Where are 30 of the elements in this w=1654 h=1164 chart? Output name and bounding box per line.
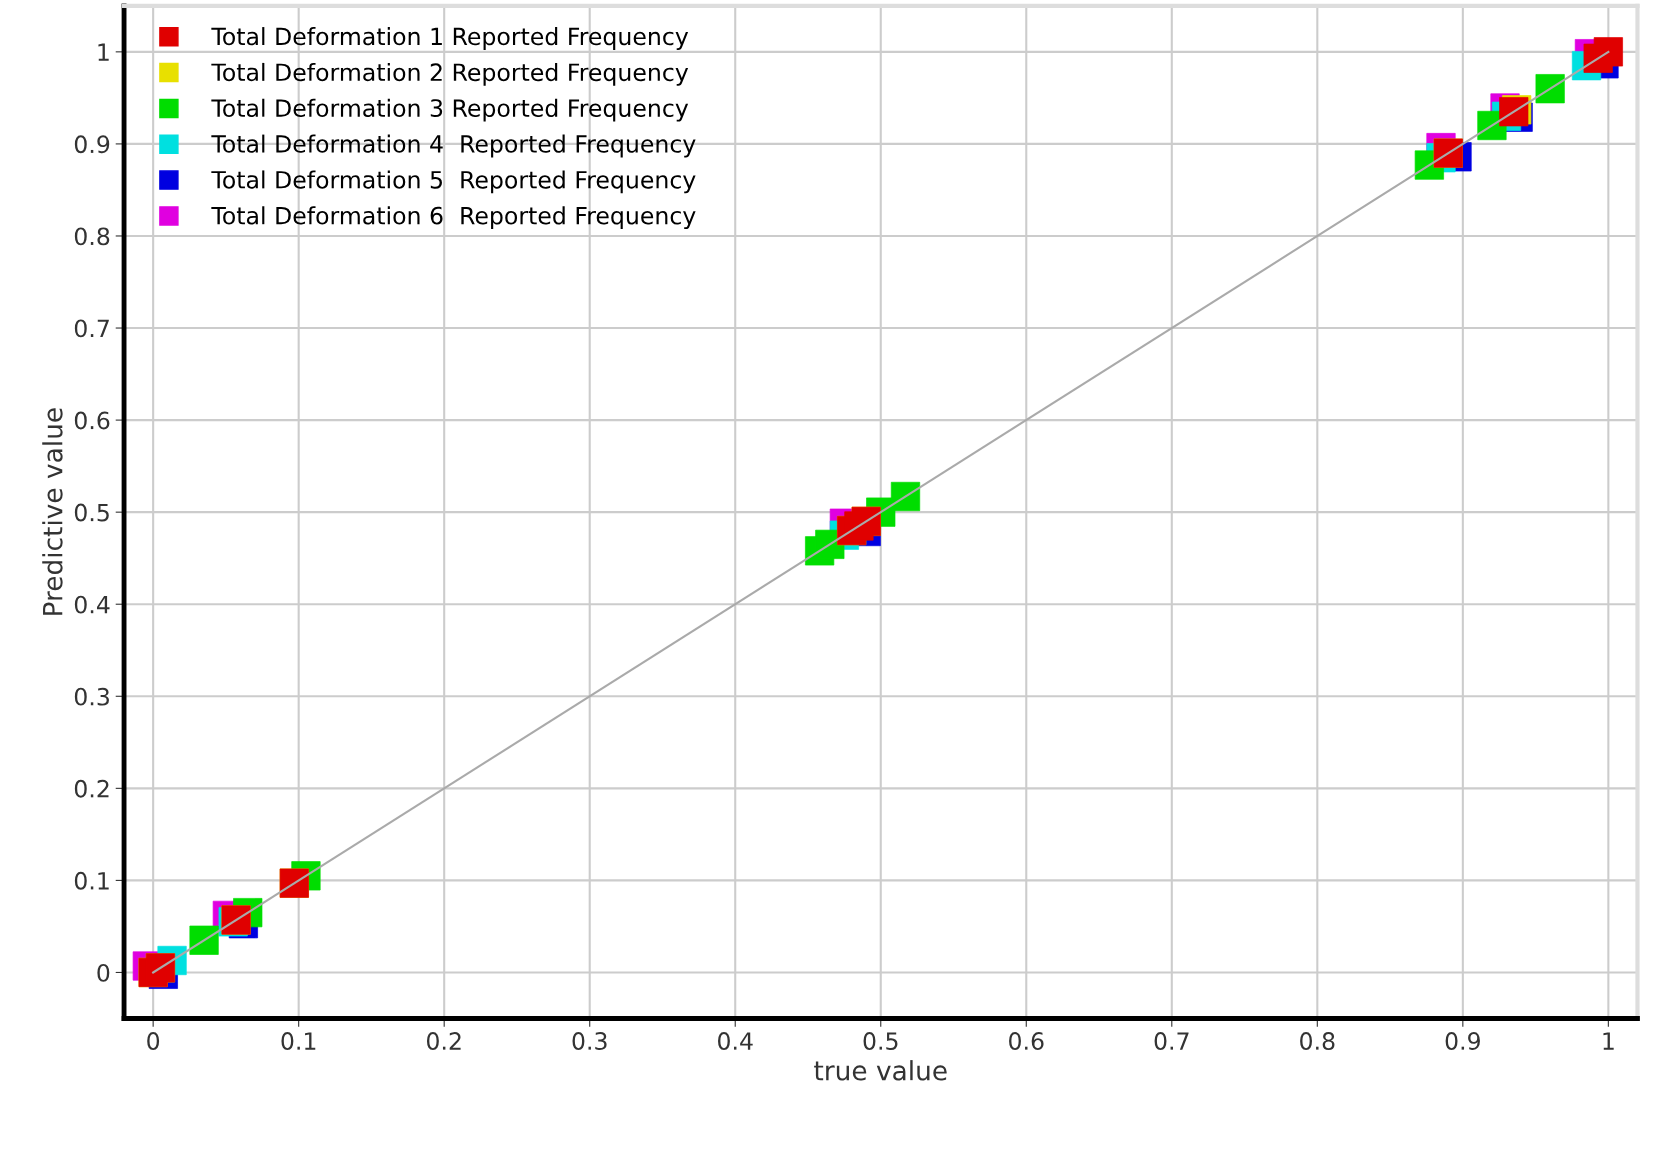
y-tick-label: 0.1 — [74, 871, 109, 890]
y-tick-label: 0 — [97, 963, 110, 982]
y-tick-label: 1 — [98, 43, 109, 61]
legend-label: Total Deformation 3 Reported Frequency — [211, 98, 689, 122]
x-tick-label: 0.8 — [1300, 1032, 1335, 1050]
x-tick-label: 0.9 — [1445, 1032, 1480, 1050]
x-tick-label: 0.7 — [1154, 1032, 1189, 1050]
legend-label: Total Deformation 1 Reported Frequency — [211, 27, 689, 50]
x-tick-label: 0 — [147, 1032, 160, 1050]
y-tick-label: 0.9 — [74, 135, 110, 154]
y-tick-label: 0.4 — [74, 595, 110, 614]
y-axis-title: Predictive value — [42, 408, 63, 615]
y-tick-label: 0.6 — [74, 411, 110, 430]
legend-label: Total Deformation 2 Reported Frequency — [211, 62, 689, 86]
x-tick-label: 0.6 — [1009, 1032, 1044, 1050]
y-tick-label: 0.7 — [74, 319, 109, 338]
x-tick-label: 0.1 — [281, 1032, 316, 1050]
y-tick-label: 0.8 — [74, 227, 110, 246]
x-axis-title: true value — [814, 1060, 947, 1081]
x-tick-label: 0.2 — [426, 1032, 461, 1050]
x-tick-label: 0.4 — [718, 1032, 753, 1050]
legend-label: Total Deformation 5 Reported Frequency — [211, 170, 696, 194]
legend-label: Total Deformation 4 Reported Frequency — [211, 134, 696, 158]
legend-label: Total Deformation 6 Reported Frequency — [211, 206, 696, 230]
x-tick-label: 0.5 — [863, 1032, 898, 1050]
y-tick-label: 0.5 — [74, 503, 109, 522]
x-tick-label: 0.3 — [572, 1032, 607, 1050]
y-tick-label: 0.2 — [74, 779, 109, 798]
x-tick-label: 1 — [1603, 1032, 1614, 1050]
y-tick-label: 0.3 — [74, 687, 109, 706]
